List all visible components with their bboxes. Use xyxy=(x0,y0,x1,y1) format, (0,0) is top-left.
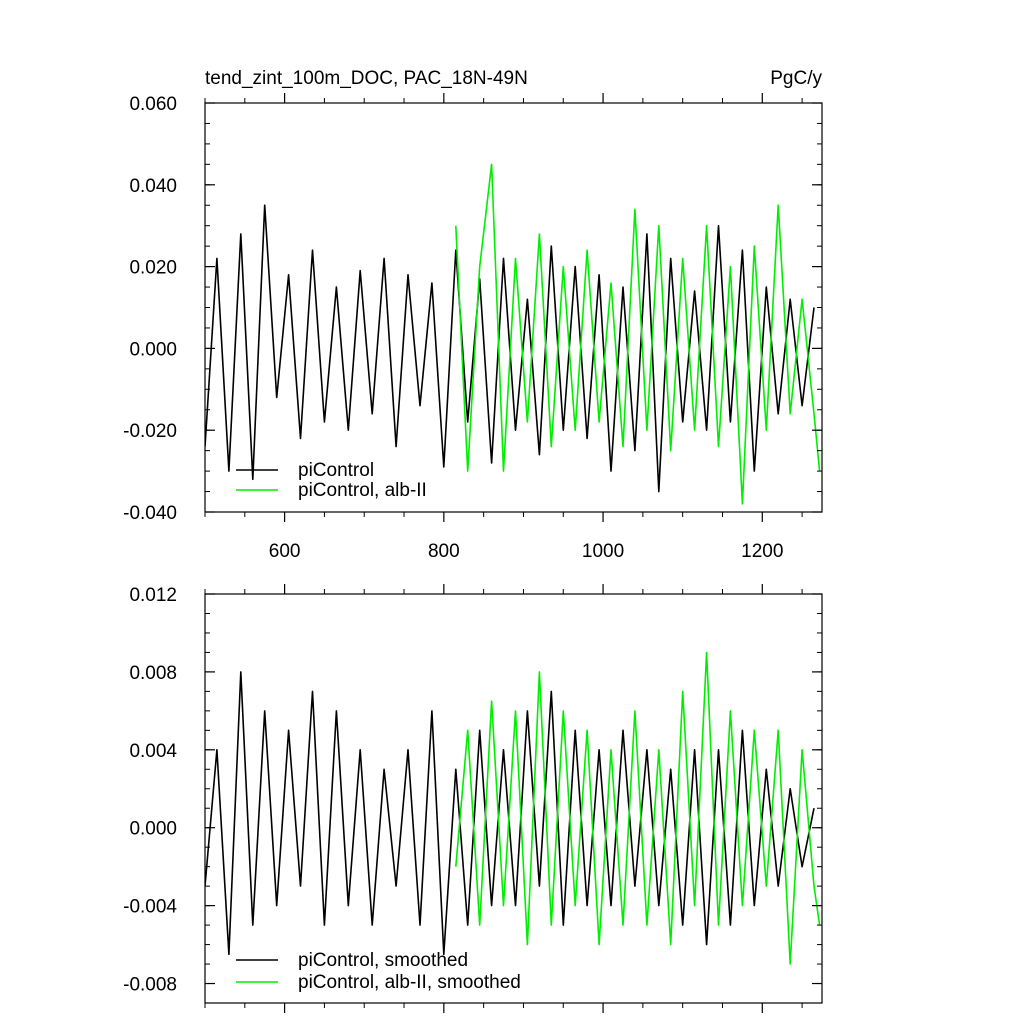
y-tick-label: 0.008 xyxy=(129,663,177,684)
y-tick-label: 0.000 xyxy=(129,819,177,840)
y-tick-label: 0.004 xyxy=(129,741,177,762)
x-tick-label: 600 xyxy=(269,541,301,562)
y-tick-label: 0.012 xyxy=(129,585,177,606)
x-tick-label: 1000 xyxy=(582,541,624,562)
y-tick-label: 0.000 xyxy=(129,339,177,360)
chart-units-label: PgC/y xyxy=(770,68,822,89)
series-line-alb-ii xyxy=(455,651,821,965)
y-tick-label: 0.040 xyxy=(129,176,177,197)
y-tick-label: 0.020 xyxy=(129,258,177,279)
legend-label: piControl, smoothed xyxy=(298,950,468,971)
chart-title: tend_zint_100m_DOC, PAC_18N-49N xyxy=(205,68,528,89)
series-line-picontrol xyxy=(205,671,815,956)
top-panel: -0.040 -0.020 0.000 0.020 0.040 0.060 600 800 10… xyxy=(123,93,823,562)
legend-label: piControl, alb-II xyxy=(298,480,427,501)
bottom-panel: -0.008 -0.004 0.000 0.004 0.008 0.012 piContro… xyxy=(123,584,823,1013)
legend-label: piControl xyxy=(298,460,374,481)
y-tick-label: -0.004 xyxy=(123,897,177,918)
y-tick-label: 0.060 xyxy=(129,94,177,115)
legend-label: piControl, alb-II, smoothed xyxy=(298,972,521,993)
series-line-alb-ii xyxy=(455,163,821,505)
y-tick-label: -0.008 xyxy=(123,975,177,996)
y-tick-label: -0.020 xyxy=(123,421,177,442)
plot-frame xyxy=(204,593,823,1004)
x-tick-label: 800 xyxy=(428,541,460,562)
x-tick-label: 1200 xyxy=(741,541,783,562)
y-tick-label: -0.040 xyxy=(123,503,177,524)
